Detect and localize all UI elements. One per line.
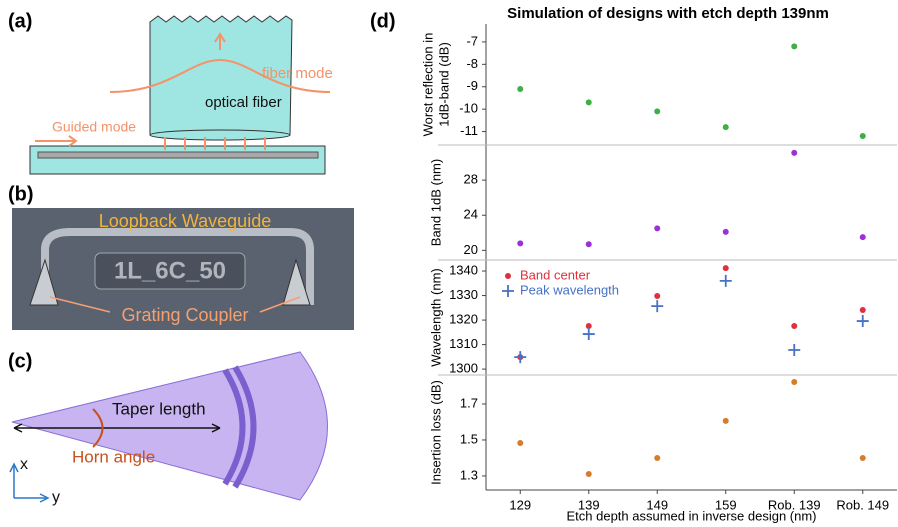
taper-arrow — [13, 423, 221, 433]
point — [585, 322, 592, 329]
point — [517, 85, 524, 92]
legend-label: Peak wavelength — [520, 282, 619, 297]
y-tick-label: -11 — [460, 123, 478, 138]
loop-waveguide — [41, 228, 314, 305]
guided-label: Guided mode — [52, 119, 136, 135]
y-tick-label: 24 — [464, 207, 478, 222]
point — [722, 265, 729, 272]
point — [791, 43, 798, 50]
point — [654, 293, 661, 300]
point — [517, 440, 524, 447]
y-tick-label: -10 — [459, 101, 478, 116]
loopback-label: Loopback Waveguide — [99, 211, 271, 231]
x-tick-label: 129 — [509, 497, 531, 512]
axis-x-label: x — [20, 456, 28, 473]
y-axis-label: Wavelength (nm) — [428, 268, 443, 367]
point — [722, 417, 729, 424]
y-axis-label: 1dB-band (dB) — [436, 42, 451, 127]
mode-curve — [109, 58, 331, 93]
x-axis-label: Etch depth assumed in inverse design (nm… — [566, 508, 816, 523]
fiber-mode-label: fiber mode — [262, 65, 333, 82]
horn-label: Horn angle — [72, 447, 155, 466]
legend-marker — [502, 285, 514, 297]
point — [859, 307, 866, 314]
point — [654, 454, 661, 461]
x-tick-label: Rob. 149 — [836, 497, 889, 512]
horn-arc — [92, 408, 104, 448]
chart-title: Simulation of designs with etch depth 13… — [507, 5, 829, 22]
panel-label: (a) — [8, 10, 32, 32]
point — [517, 240, 524, 247]
y-tick-label: 1.3 — [460, 467, 478, 482]
point — [722, 228, 729, 235]
plus-marker — [582, 328, 595, 341]
legend-label: Band center — [520, 267, 591, 282]
y-tick-label: 1340 — [449, 262, 478, 277]
arrow — [214, 32, 226, 50]
fiber — [149, 15, 293, 136]
plus-marker — [788, 343, 801, 356]
panel-label: (b) — [8, 183, 34, 205]
point — [859, 234, 866, 241]
plus-marker — [856, 315, 869, 328]
panel-label: (c) — [8, 350, 32, 372]
point — [654, 225, 661, 232]
point — [585, 241, 592, 248]
coupler-label: Grating Coupler — [121, 305, 248, 325]
substrate — [29, 145, 326, 175]
plus-marker — [719, 274, 732, 287]
pointer — [49, 296, 301, 313]
fiber-label: optical fiber — [205, 94, 282, 111]
y-tick-label: 1.5 — [460, 431, 478, 446]
arrow — [35, 135, 78, 147]
waveguide — [37, 151, 319, 159]
y-axis-label: Insertion loss (dB) — [428, 380, 443, 485]
y-tick-label: 1330 — [449, 287, 478, 302]
fiber-end — [149, 129, 291, 141]
label-box — [94, 252, 246, 290]
y-tick-label: 1300 — [449, 361, 478, 376]
legend-marker — [505, 273, 511, 279]
fan — [11, 351, 328, 501]
grating — [222, 365, 257, 489]
y-tick-label: 1320 — [449, 312, 478, 327]
y-tick-label: 1310 — [449, 336, 478, 351]
y-tick-label: 20 — [464, 242, 478, 257]
panel-label: (d) — [370, 10, 396, 32]
plus-marker — [514, 351, 527, 364]
y-tick-label: -7 — [466, 33, 478, 48]
point — [722, 124, 729, 131]
chip-label: 1L_6C_50 — [114, 257, 226, 284]
x-tick-label: 159 — [715, 497, 737, 512]
y-tick-label: 28 — [464, 172, 478, 187]
x-tick-label: Rob. 139 — [768, 497, 821, 512]
point — [585, 99, 592, 106]
y-tick-label: -9 — [466, 78, 478, 93]
axes-icon — [9, 462, 50, 503]
point — [859, 133, 866, 140]
emission-arrows — [164, 137, 266, 150]
point — [654, 108, 661, 115]
axis-y-label: y — [52, 489, 60, 506]
point — [585, 470, 592, 477]
y-axis-label: Worst reflection in — [420, 33, 435, 137]
x-tick-label: 149 — [646, 497, 668, 512]
y-tick-label: 1.7 — [460, 395, 478, 410]
couplers — [29, 258, 311, 306]
point — [791, 149, 798, 156]
x-tick-label: 139 — [578, 497, 600, 512]
point — [791, 379, 798, 386]
taper-label: Taper length — [112, 399, 206, 418]
plus-marker — [651, 300, 664, 313]
y-axis-label: Band 1dB (nm) — [428, 159, 443, 246]
y-tick-label: -8 — [466, 56, 478, 71]
point — [859, 454, 866, 461]
point — [791, 322, 798, 329]
